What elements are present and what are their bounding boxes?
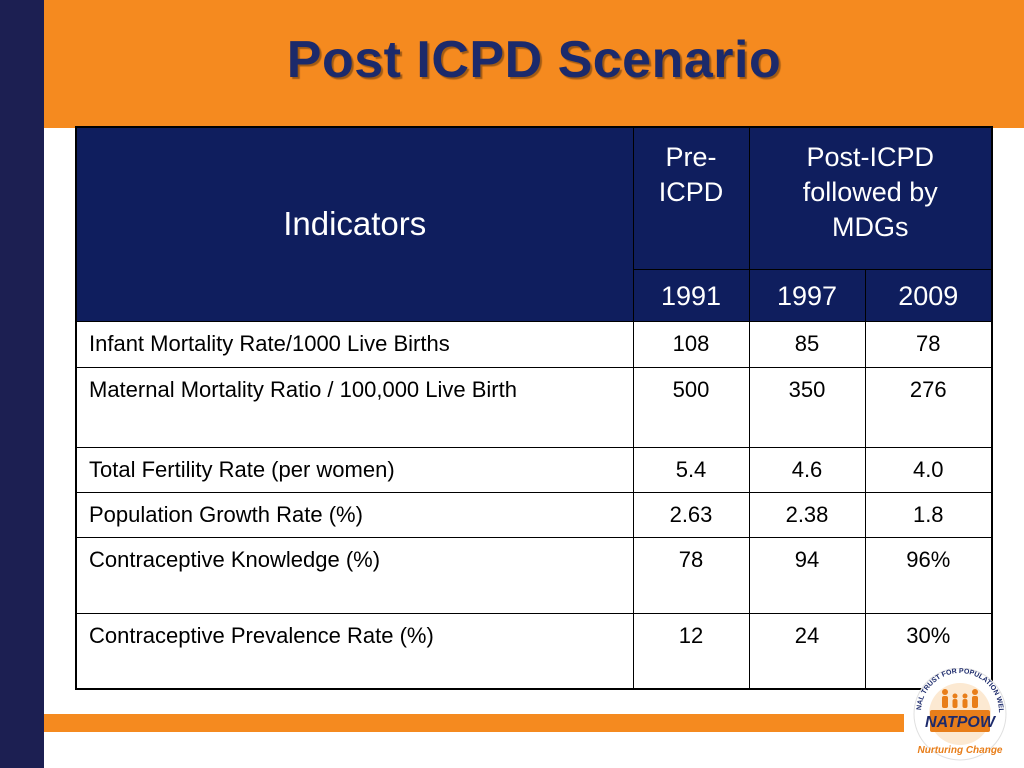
indicators-table: Indicators Pre- ICPD Post-ICPD followed … bbox=[75, 126, 993, 690]
header-post-icpd: Post-ICPD followed by MDGs bbox=[748, 126, 993, 270]
value-1997: 350 bbox=[748, 366, 866, 448]
value-1997: 94 bbox=[748, 536, 866, 614]
table-row: Contraceptive Prevalence Rate (%) 12 24 … bbox=[75, 612, 993, 690]
header-indicators: Indicators bbox=[75, 126, 634, 322]
left-accent-bar bbox=[0, 0, 44, 768]
value-2009: 276 bbox=[864, 366, 993, 448]
header-pre-icpd: Pre- ICPD bbox=[632, 126, 750, 270]
header-year-1991: 1991 bbox=[632, 268, 750, 322]
value-1991: 2.63 bbox=[632, 491, 750, 538]
natpow-logo: NATIONAL TRUST FOR POPULATION WELFARE NA… bbox=[907, 668, 1007, 761]
value-1991: 500 bbox=[632, 366, 750, 448]
logo-family-figures bbox=[942, 689, 978, 708]
bottom-accent-bar bbox=[44, 714, 904, 732]
table-row: Infant Mortality Rate/1000 Live Births 1… bbox=[75, 320, 993, 368]
value-1997: 4.6 bbox=[748, 446, 866, 493]
table-header-row: Indicators Pre- ICPD Post-ICPD followed … bbox=[75, 126, 993, 322]
table-row: Contraceptive Knowledge (%) 78 94 96% bbox=[75, 536, 993, 614]
value-1991: 108 bbox=[632, 320, 750, 368]
indicator-cell: Total Fertility Rate (per women) bbox=[75, 446, 634, 493]
value-1991: 12 bbox=[632, 612, 750, 690]
value-1997: 24 bbox=[748, 612, 866, 690]
table-row: Population Growth Rate (%) 2.63 2.38 1.8 bbox=[75, 491, 993, 538]
table-row: Maternal Mortality Ratio / 100,000 Live … bbox=[75, 366, 993, 448]
value-1991: 78 bbox=[632, 536, 750, 614]
value-2009: 78 bbox=[864, 320, 993, 368]
header-year-2009: 2009 bbox=[864, 268, 993, 322]
indicator-cell: Contraceptive Prevalence Rate (%) bbox=[75, 612, 634, 690]
value-2009: 4.0 bbox=[864, 446, 993, 493]
logo-wordmark: NATPOW bbox=[925, 714, 997, 731]
slide-title: Post ICPD Scenario bbox=[286, 31, 782, 89]
header-year-1997: 1997 bbox=[748, 268, 866, 322]
value-2009: 1.8 bbox=[864, 491, 993, 538]
value-1997: 2.38 bbox=[748, 491, 866, 538]
header-band bbox=[44, 0, 1024, 128]
table-row: Total Fertility Rate (per women) 5.4 4.6… bbox=[75, 446, 993, 493]
indicator-cell: Population Growth Rate (%) bbox=[75, 491, 634, 538]
value-1991: 5.4 bbox=[632, 446, 750, 493]
indicator-cell: Contraceptive Knowledge (%) bbox=[75, 536, 634, 614]
indicator-cell: Infant Mortality Rate/1000 Live Births bbox=[75, 320, 634, 368]
value-2009: 96% bbox=[864, 536, 993, 614]
indicator-cell: Maternal Mortality Ratio / 100,000 Live … bbox=[75, 366, 634, 448]
logo-tagline: Nurturing Change bbox=[918, 745, 1003, 756]
value-1997: 85 bbox=[748, 320, 866, 368]
table-year-row: 1991 1997 2009 bbox=[76, 268, 993, 322]
